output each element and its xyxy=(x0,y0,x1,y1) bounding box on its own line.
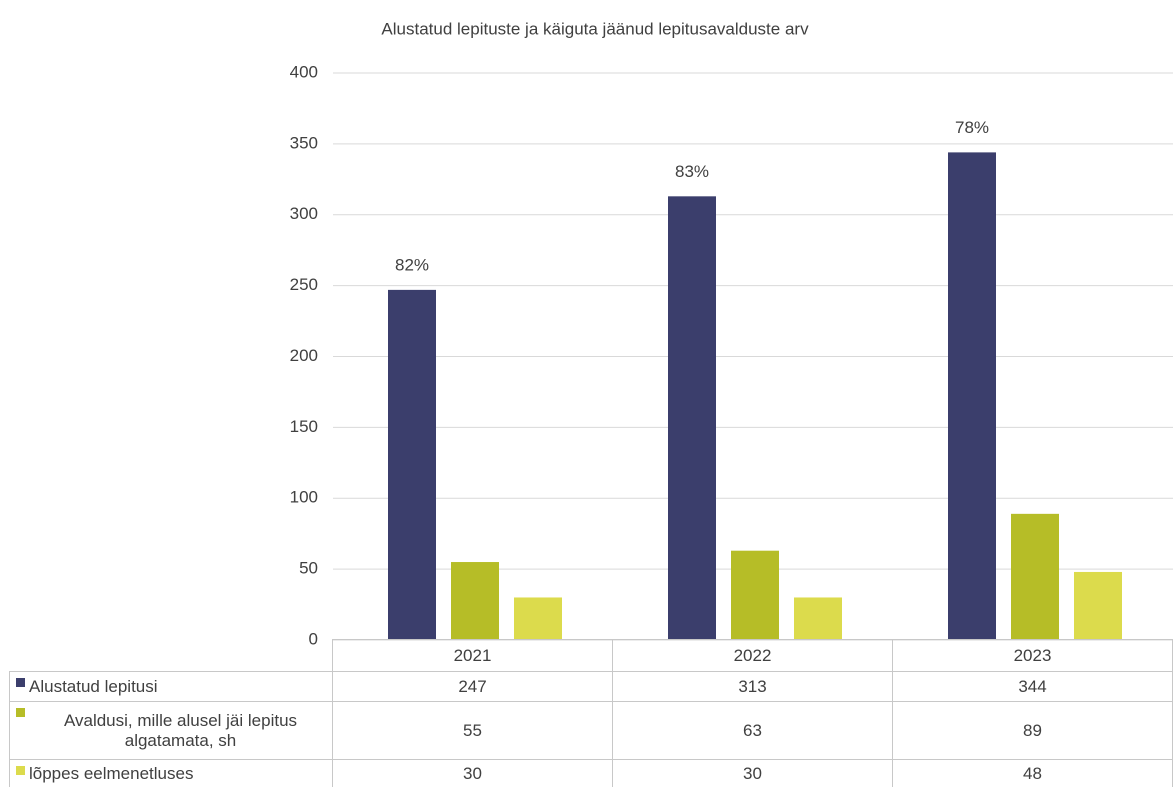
table-value: 89 xyxy=(892,701,1173,760)
chart-title: Alustatud lepituste ja käiguta jäänud le… xyxy=(381,19,809,38)
annotation: 82% xyxy=(395,255,429,274)
table-value: 313 xyxy=(612,671,893,702)
y-tick-label: 350 xyxy=(290,133,318,152)
y-tick-label: 50 xyxy=(299,559,318,578)
bar xyxy=(451,562,499,640)
bar xyxy=(731,550,779,640)
legend-label: Avaldusi, mille alusel jäi lepitus algat… xyxy=(63,710,298,750)
bar xyxy=(1074,571,1122,640)
table-value: 30 xyxy=(612,759,893,787)
legend-key xyxy=(16,678,25,687)
x-tick-label: 2023 xyxy=(892,639,1173,672)
table-value: 63 xyxy=(612,701,893,760)
legend-label: Alustatud lepitusi xyxy=(29,676,158,696)
table-value: 344 xyxy=(892,671,1173,702)
table-value: 247 xyxy=(332,671,613,702)
table-value: 55 xyxy=(332,701,613,760)
table-value: 48 xyxy=(892,759,1173,787)
annotation: 78% xyxy=(955,118,989,137)
bar xyxy=(668,196,716,640)
legend-entry: lõppes eelmenetluses xyxy=(9,759,333,787)
bar xyxy=(1011,513,1059,640)
y-tick-label: 200 xyxy=(290,346,318,365)
legend-entry: Alustatud lepitusi xyxy=(9,671,333,702)
y-tick-label: 150 xyxy=(290,417,318,436)
y-tick-label: 400 xyxy=(290,62,318,81)
x-tick-label: 2022 xyxy=(612,639,893,672)
annotation: 83% xyxy=(675,162,709,181)
legend-key xyxy=(16,766,25,775)
legend-label: lõppes eelmenetluses xyxy=(29,763,194,783)
legend-key xyxy=(16,708,25,717)
y-tick-label: 300 xyxy=(290,204,318,223)
bar xyxy=(948,152,996,640)
bar xyxy=(794,597,842,640)
bar xyxy=(388,289,436,640)
y-tick-label: 100 xyxy=(290,488,318,507)
x-tick-label: 2021 xyxy=(332,639,613,672)
table-value: 30 xyxy=(332,759,613,787)
legend-entry: Avaldusi, mille alusel jäi lepitus algat… xyxy=(9,701,333,760)
y-tick-label: 0 xyxy=(309,629,318,648)
y-tick-label: 250 xyxy=(290,275,318,294)
bar xyxy=(514,597,562,640)
